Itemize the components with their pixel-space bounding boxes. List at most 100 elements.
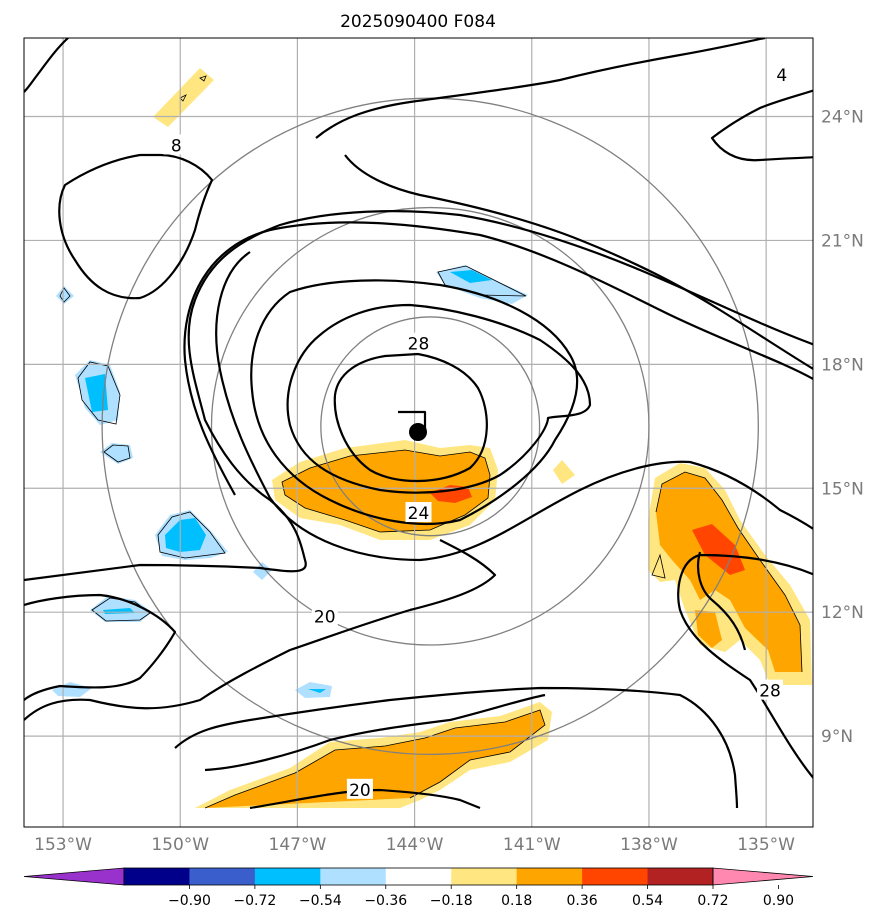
colorbar-tick-8: 0.72 [697,893,728,909]
contour-label-bg-3 [346,778,373,799]
y-tick-0: 9°N [821,727,853,747]
contour-north-2 [344,154,813,371]
contour-label-2: 20 [314,607,336,627]
colorbar-tick-3: −0.36 [364,893,407,909]
contour-lines [24,38,813,810]
contour-20-south [24,593,177,701]
contour-28-inner [333,352,488,483]
colorbar-bin-6 [516,868,583,885]
contour-8 [24,38,69,93]
colorbar-tick-1: −0.72 [233,893,276,909]
colorbar-tick-0: −0.90 [168,893,211,909]
contour-label-bg-1 [405,502,432,523]
contour-label-3: 20 [349,781,371,801]
shade-neg-3 [436,265,528,304]
contour-20-lower [249,788,481,810]
contour-20-lower-2 [204,693,546,772]
shade-neg-6-core [308,689,326,693]
outline-neg-5 [103,444,131,463]
shade-east-dot [553,460,575,484]
outline-east-small [651,553,666,579]
contour-label-bg-2 [311,605,338,626]
colorbar-tick-6: 0.36 [567,893,598,909]
colorbar-extend-high [712,867,814,886]
y-tick-3: 18°N [821,355,864,375]
outline-center [281,449,491,533]
contour-4 [710,89,813,162]
y-tick-labels: 9°N 12°N 15°N 18°N 21°N 24°N [821,107,864,747]
shade-east-tail [695,610,722,648]
contour-outer-2 [183,221,813,496]
x-tick-0: 153°W [34,835,92,855]
contour-label-4: 8 [171,136,182,156]
colorbar-bin-3 [320,868,387,885]
colorbar-bin-1 [189,868,256,885]
range-ring-0 [320,316,541,537]
colorbar-extend-low [23,867,125,886]
shade-band-south-core [205,710,545,808]
x-tick-4: 141°W [503,835,561,855]
shade-neg-8 [56,286,74,304]
shade-neg-2-core [165,518,206,552]
y-tick-4: 21°N [821,231,864,251]
contour-label-group: 28 24 20 20 8 4 28 [163,64,795,801]
contour-inner-2 [286,303,592,494]
contour-8-loop [58,153,214,300]
range-ring-1 [210,206,650,646]
contour-label-bg-5 [768,64,795,85]
shading-outlines [59,75,803,809]
outline-east [655,471,803,673]
x-tick-3: 144°W [386,835,444,855]
shading-positive [153,68,812,808]
colorbar-tick-9: 0.90 [763,893,794,909]
x-tick-6: 135°W [737,835,795,855]
colorbar: −0.90 −0.72 −0.54 −0.36 −0.18 0.18 0.36 0.54 0.7… [23,867,814,909]
outline-ne-small [179,75,207,102]
contour-outer-1 [215,251,813,562]
colorbar-bin-8 [647,868,714,885]
y-tick-5: 24°N [821,107,864,127]
contour-label-5: 4 [776,66,787,86]
shade-neg-7 [52,682,92,697]
shade-ne-small [153,68,214,127]
colorbar-tick-4: −0.18 [430,893,473,909]
colorbar-tick-7: 0.54 [632,893,663,909]
chart-title: 2025090400 F084 [340,12,496,32]
contour-label-0: 28 [408,335,430,355]
contour-east-inner [696,551,747,651]
x-tick-1: 150°W [151,835,209,855]
contour-16 [174,686,739,809]
contour-label-bg-0 [405,332,432,353]
colorbar-bin-4 [385,868,452,885]
shade-neg-1-core [85,374,108,412]
outline-neg-1 [77,361,121,425]
shade-neg-9 [253,562,272,580]
map-frame [23,37,814,828]
colorbar-bin-2 [254,868,321,885]
shade-neg-3-core [450,270,492,283]
outline-south [204,709,546,809]
colorbar-bin-5 [451,868,518,885]
contour-label-bg-4 [163,134,190,155]
shade-east-max [692,524,745,575]
colorbar-bin-0 [124,868,190,885]
x-tick-5: 138°W [620,835,678,855]
x-tick-2: 147°W [269,835,327,855]
contour-20-mid [24,539,497,721]
contour-20 [24,210,813,582]
y-tick-2: 15°N [821,479,864,499]
contour-east-28 [677,553,813,780]
contour-label-6: 28 [759,682,781,702]
colorbar-tick-5: 0.18 [501,893,532,909]
colorbar-tick-2: −0.54 [299,893,342,909]
contour-24 [250,279,579,526]
storm-center-marker [409,423,427,441]
colorbar-frame [123,867,714,886]
y-tick-1: 12°N [821,603,864,623]
x-tick-labels: 153°W 150°W 147°W 144°W 141°W 138°W 135°W [34,835,795,855]
contour-label-1: 24 [408,504,430,524]
contour-label-bg-6 [757,679,784,700]
contour-north-1 [315,38,766,139]
colorbar-bin-7 [582,868,649,885]
